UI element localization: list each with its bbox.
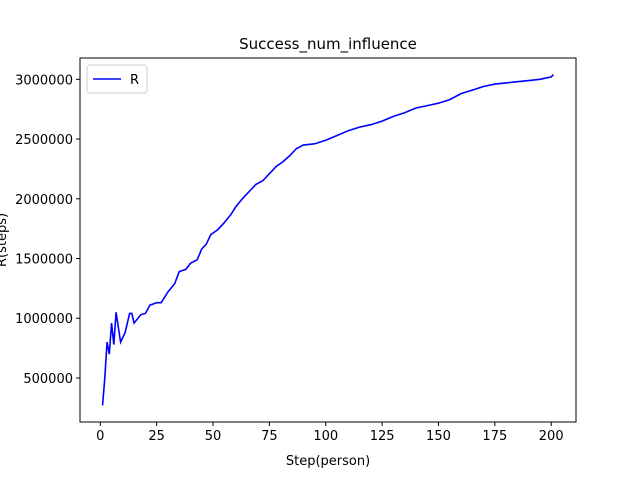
y-tick-label: 1000000 [15, 312, 73, 327]
x-tick-label: 0 [96, 429, 104, 444]
legend-label: R [130, 73, 139, 88]
y-axis-label: R(steps) [0, 213, 10, 267]
y-tick-label: 2000000 [15, 193, 73, 208]
y-tick-label: 3000000 [15, 73, 73, 88]
x-tick-label: 150 [426, 429, 451, 444]
x-tick-label: 75 [261, 429, 278, 444]
plot-frame [79, 57, 577, 423]
x-tick-label: 125 [370, 429, 395, 444]
x-tick-label: 50 [205, 429, 222, 444]
x-tick-label: 25 [148, 429, 165, 444]
x-tick-label: 175 [482, 429, 507, 444]
data-line [101, 73, 555, 406]
chart-title: Success_num_influence [239, 35, 417, 54]
y-tick-label: 1500000 [15, 253, 73, 268]
y-tick-label: 500000 [23, 372, 73, 387]
x-axis-label: Step(person) [286, 454, 370, 469]
x-tick-label: 200 [539, 429, 564, 444]
y-tick-label: 2500000 [15, 133, 73, 148]
x-tick-label: 100 [313, 429, 338, 444]
